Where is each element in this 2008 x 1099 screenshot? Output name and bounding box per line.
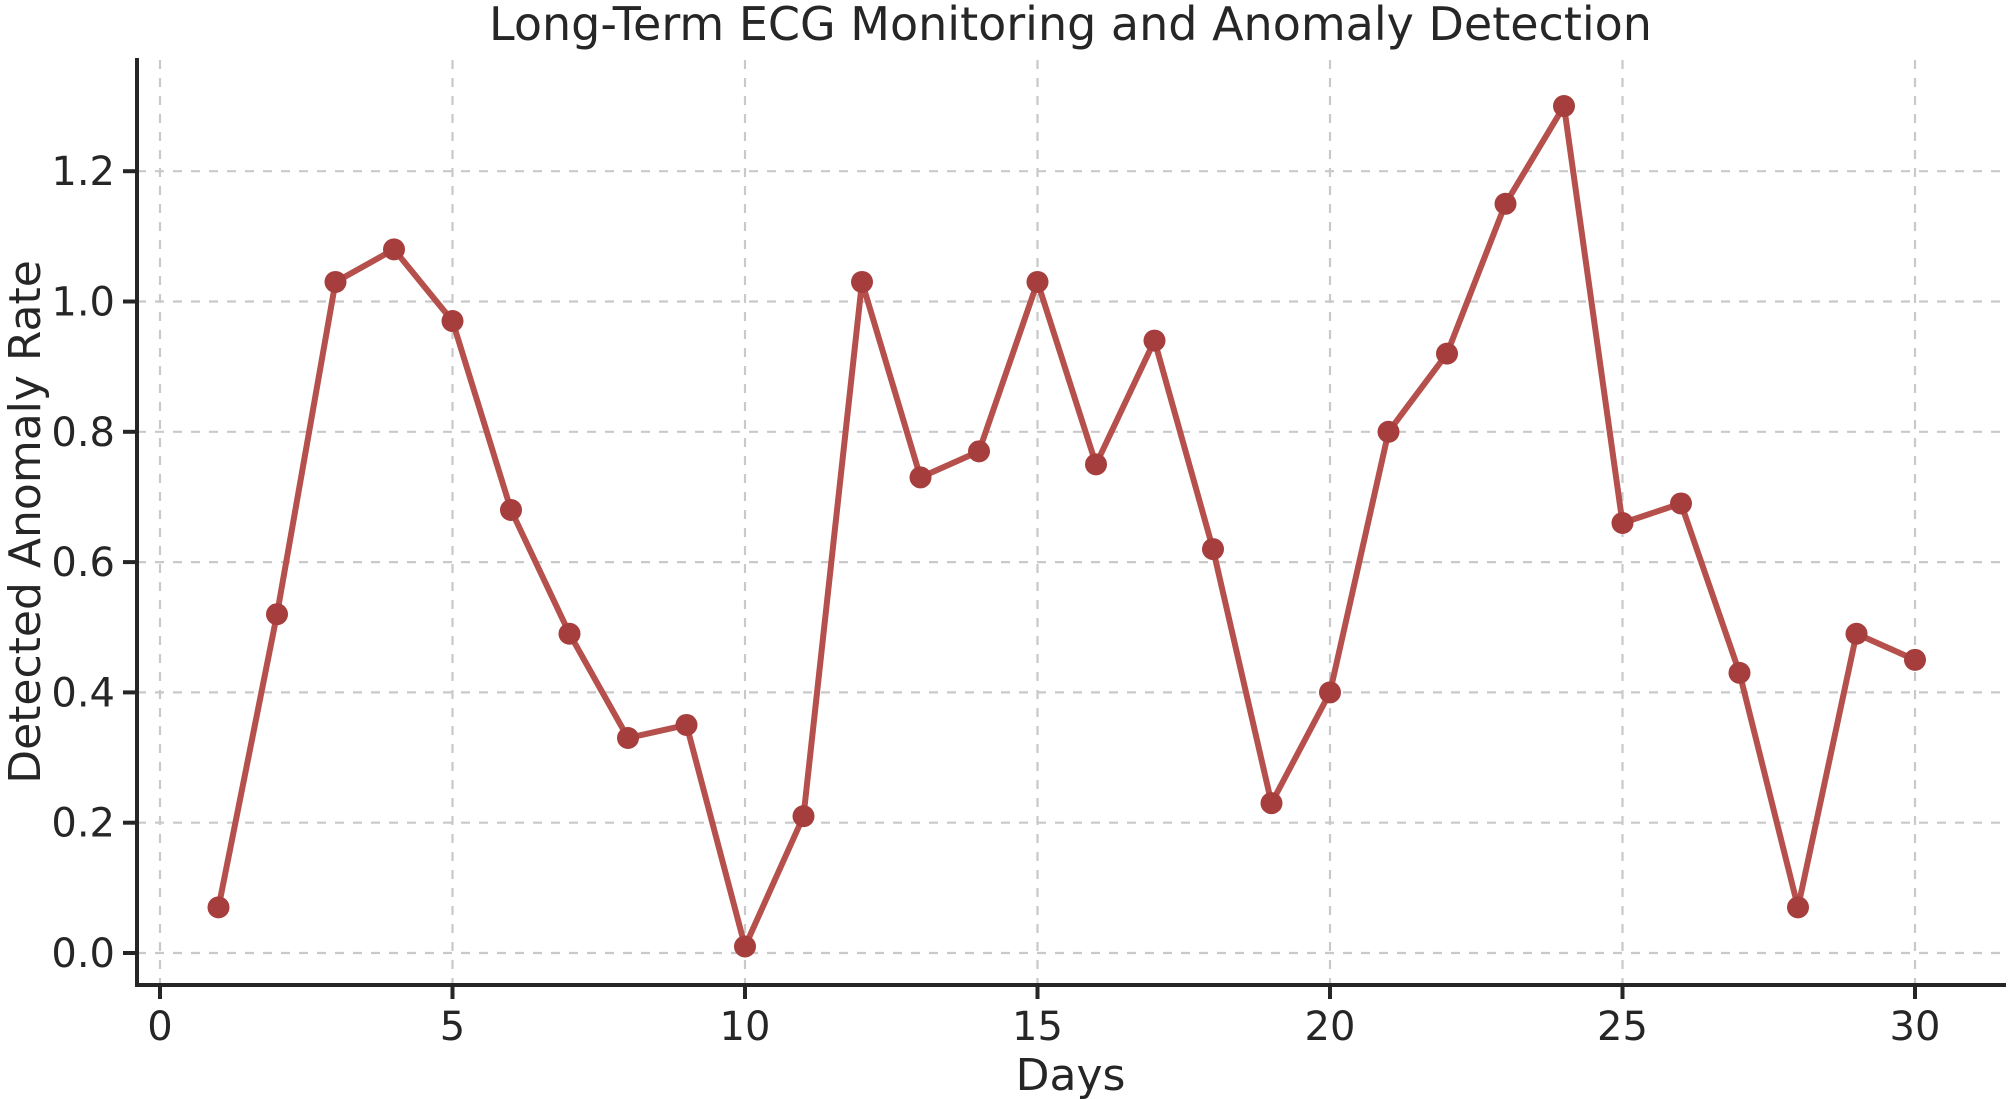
x-tick-label: 10 <box>720 1004 771 1050</box>
data-point <box>558 622 581 645</box>
data-point <box>734 935 756 958</box>
data-point-markers <box>207 95 1926 958</box>
gridlines <box>137 60 2004 985</box>
y-axis-label: Detected Anomaly Rate <box>0 260 51 784</box>
x-tick-label: 0 <box>147 1004 172 1050</box>
data-point <box>1494 192 1517 215</box>
data-point <box>1026 270 1049 293</box>
data-point <box>500 498 522 521</box>
data-point <box>1611 512 1634 535</box>
data-point <box>383 238 405 261</box>
data-point <box>266 603 288 626</box>
data-point <box>1670 492 1692 515</box>
x-tick-label: 30 <box>1890 1004 1941 1050</box>
data-point <box>1202 538 1224 561</box>
data-point <box>675 713 698 736</box>
data-point <box>1143 329 1166 352</box>
data-point <box>1728 661 1751 684</box>
data-point <box>792 805 815 828</box>
x-tick-label: 15 <box>1012 1004 1063 1050</box>
data-point <box>441 310 464 333</box>
y-tick-label: 1.2 <box>51 149 115 195</box>
series-line <box>215 103 1918 950</box>
x-axis-ticks: 0 5 10 15 20 25 30 <box>147 985 1940 1050</box>
data-point <box>1845 622 1868 645</box>
data-point <box>968 440 990 463</box>
y-tick-label: 1.0 <box>51 280 115 326</box>
data-point <box>1319 681 1341 704</box>
data-point <box>617 727 639 750</box>
y-axis-ticks: 0.0 0.2 0.4 0.6 0.8 1.0 1.2 <box>51 149 137 977</box>
data-point <box>1085 453 1107 476</box>
data-point <box>851 270 873 293</box>
x-axis-label: Days <box>1016 1050 1126 1099</box>
x-tick-label: 5 <box>440 1004 465 1050</box>
chart-title: Long-Term ECG Monitoring and Anomaly Det… <box>489 0 1652 51</box>
x-tick-label: 20 <box>1305 1004 1356 1050</box>
data-point <box>1377 420 1400 443</box>
x-tick-label: 25 <box>1597 1004 1648 1050</box>
y-tick-label: 0.0 <box>51 931 115 977</box>
data-point <box>1904 648 1926 671</box>
data-point <box>1436 342 1458 365</box>
data-point <box>1787 896 1809 919</box>
y-tick-label: 0.2 <box>51 801 115 847</box>
data-point <box>207 896 230 919</box>
y-tick-label: 0.6 <box>51 540 115 586</box>
data-point <box>1553 95 1575 118</box>
y-tick-label: 0.4 <box>51 670 115 716</box>
data-point <box>324 270 347 293</box>
data-point <box>1260 792 1283 815</box>
data-point <box>909 466 932 489</box>
y-tick-label: 0.8 <box>51 410 115 456</box>
